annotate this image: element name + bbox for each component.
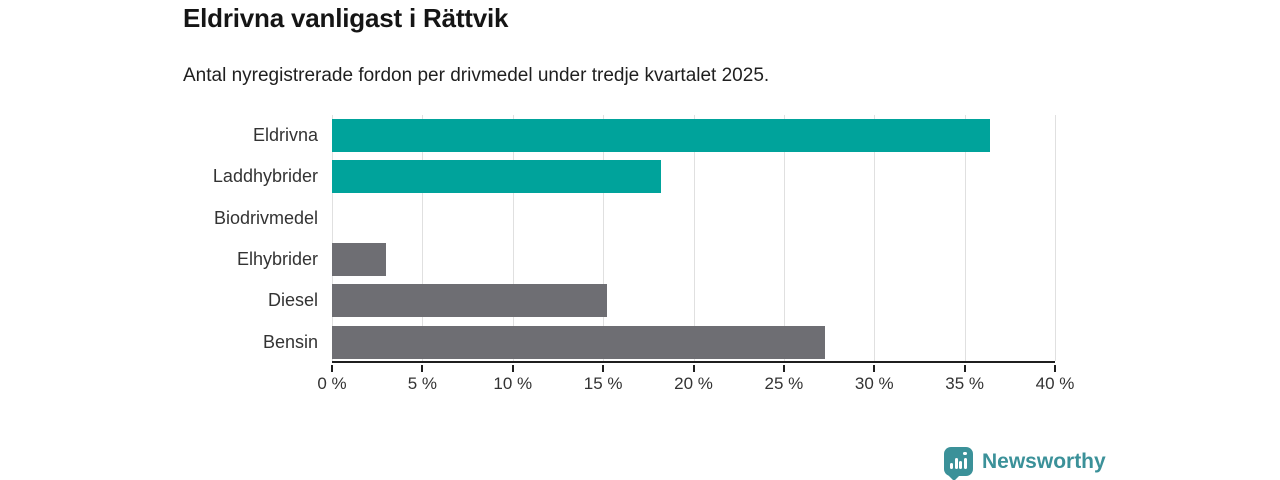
gridline (332, 115, 333, 361)
category-label: Biodrivmedel (213, 207, 318, 228)
bar-row (332, 198, 1055, 239)
logo-exclamation-dot (963, 451, 967, 455)
axis-tick-label: 25 % (764, 374, 804, 393)
axis-tick (511, 365, 514, 372)
gridline (693, 115, 695, 361)
category-axis: Eldrivna Laddhybrider Biodrivmedel Elhybrid… (0, 115, 318, 363)
bar (332, 242, 387, 276)
axis-tick (421, 365, 424, 372)
newsworthy-logo: Newsworthy (944, 447, 1106, 480)
bar-row (332, 322, 1055, 363)
bar (332, 325, 826, 359)
category-label: Bensin (262, 331, 318, 352)
axis-tick (963, 365, 966, 372)
bar-row (332, 280, 1055, 321)
gridline (874, 115, 876, 361)
axis-tick-label: 20 % (674, 374, 713, 393)
axis-tick (873, 365, 876, 372)
axis-tick (602, 365, 605, 372)
bar-row (332, 239, 1055, 280)
logo-chart-bar (959, 461, 962, 469)
bar (332, 160, 661, 194)
category-label: Elhybrider (236, 249, 318, 270)
newsworthy-logo-icon (944, 447, 973, 480)
category-label: Diesel (267, 290, 318, 311)
axis-tick-label: 10 % (493, 374, 533, 393)
axis-tick (1054, 365, 1056, 372)
newsworthy-logo-text: Newsworthy (982, 449, 1106, 473)
axis-tick-label: 30 % (854, 374, 894, 393)
axis-tick (692, 365, 695, 372)
plot-area (332, 115, 1056, 363)
gridline (964, 115, 966, 361)
gridline (783, 115, 785, 361)
axis-tick-label: 35 % (945, 374, 984, 393)
bar-row (332, 115, 1055, 156)
gridline (1055, 115, 1056, 361)
category-label: Laddhybrider (212, 166, 318, 187)
chart-subtitle: Antal nyregistrerade fordon per drivmede… (183, 65, 770, 86)
bar (332, 119, 990, 152)
axis-tick-label: 40 % (1035, 374, 1075, 393)
axis-tick-label: 0 % (317, 374, 347, 393)
axis-tick (331, 365, 333, 372)
gridline (512, 115, 514, 361)
axis-tick (782, 365, 785, 372)
chart-title: Eldrivna vanligast i Rättvik (183, 3, 509, 33)
logo-exclamation-bar (963, 458, 967, 469)
bar (332, 284, 607, 318)
x-axis: 0 % 5 % 10 % 15 % 20 % 25 % 30 % 35 % 40 % (317, 365, 1074, 407)
gridline (422, 115, 424, 361)
bar-row (332, 156, 1055, 197)
gridline (603, 115, 605, 361)
logo-chart-bar (954, 458, 958, 469)
axis-tick-label: 5 % (407, 374, 438, 393)
axis-tick-label: 15 % (583, 374, 623, 393)
category-label: Eldrivna (252, 125, 318, 146)
logo-chart-bar (950, 463, 953, 469)
